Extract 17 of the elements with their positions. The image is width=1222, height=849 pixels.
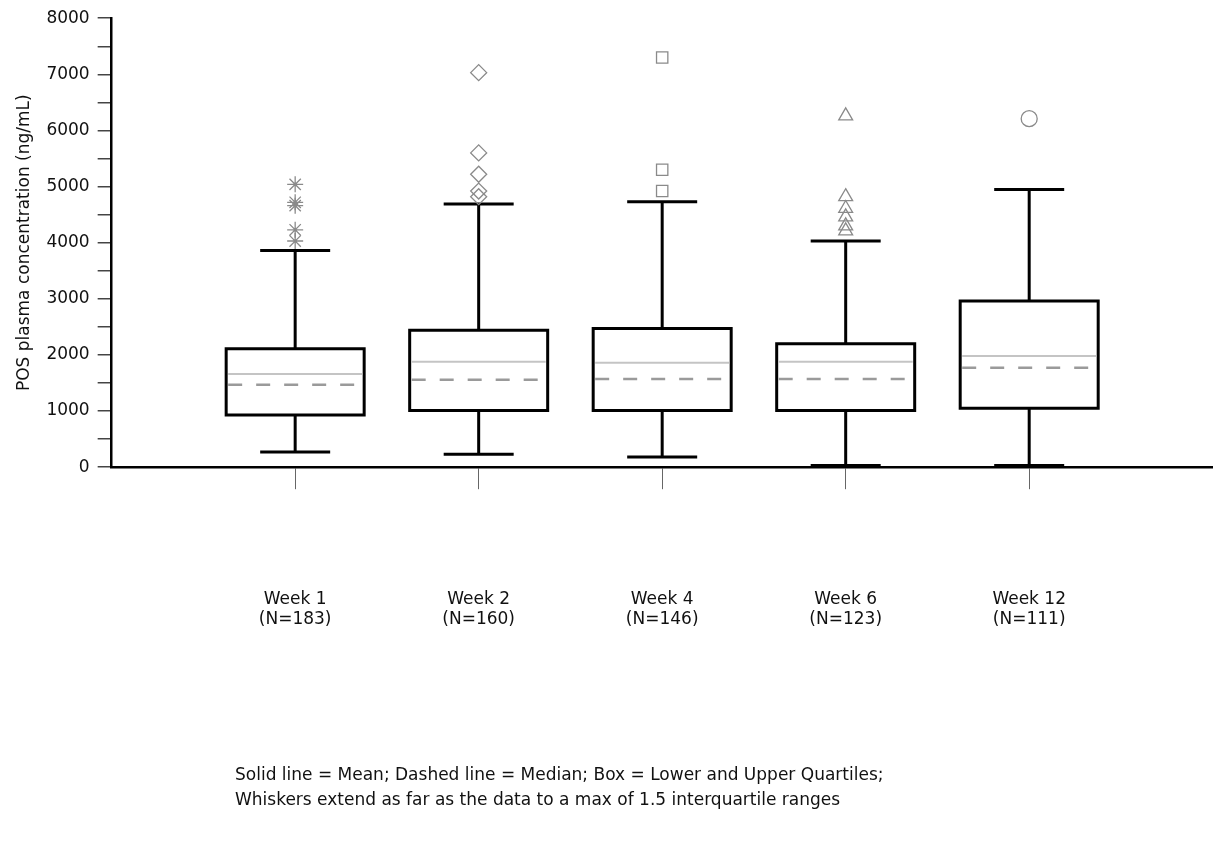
y-tick-label: 2000 <box>46 343 90 364</box>
y-tick-label: 0 <box>78 455 90 476</box>
y-axis-title: POS plasma concentration (ng/mL) <box>12 94 33 392</box>
x-tick-label: Week 12 (N=111) <box>992 587 1067 629</box>
y-tick-label: 5000 <box>46 175 90 195</box>
y-tick-label: 3000 <box>46 287 90 308</box>
y-tick-label: 1000 <box>46 399 90 420</box>
y-tick-label: 6000 <box>46 118 90 139</box>
y-tick-label: 8000 <box>46 6 90 27</box>
x-tick-label: Week 4 (N=146) <box>625 587 699 629</box>
y-tick-label: 7000 <box>46 62 90 83</box>
x-tick-label: Week 2 (N=160) <box>442 587 516 629</box>
x-tick-label: Week 6 (N=123) <box>809 587 883 629</box>
y-tick-label: 4000 <box>46 231 90 252</box>
text: Whiskers extend as far as the data to a max of 1.5 interquartile ranges <box>235 788 842 811</box>
text: Solid line = Mean; Dashed line = Median; Box = Lower and Upper Quartiles; <box>235 763 884 786</box>
x-tick-label: Week 1 (N=183) <box>258 587 332 629</box>
